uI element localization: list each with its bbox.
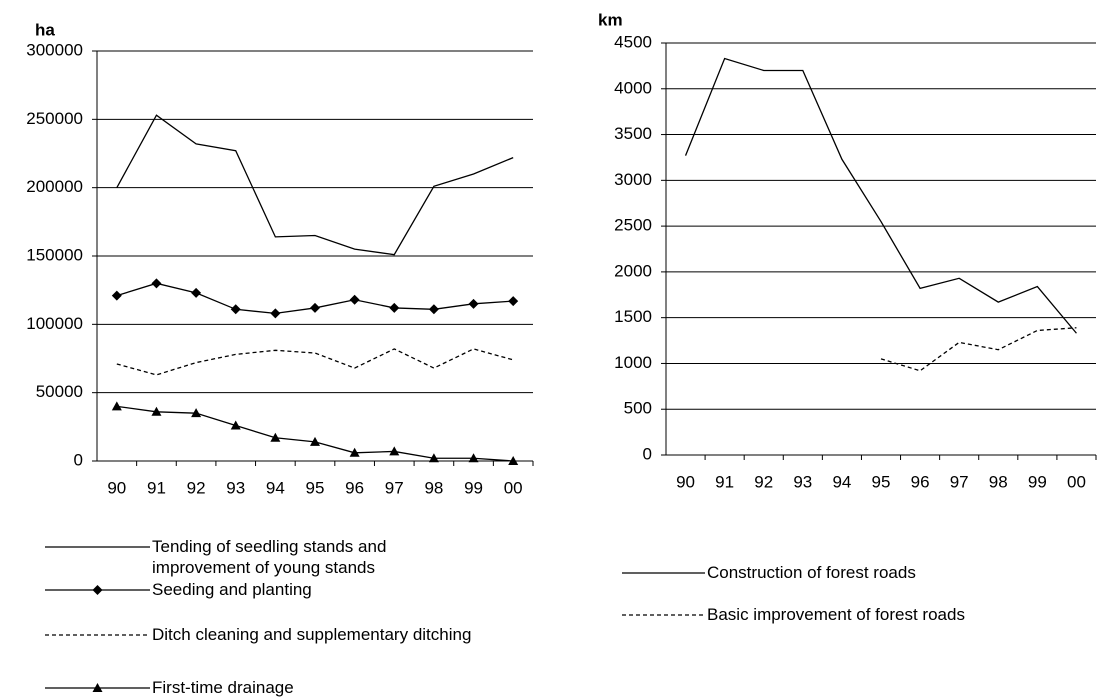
x-tick-label: 00 [504,478,523,497]
x-tick-label: 95 [872,472,891,491]
x-tick-label: 92 [754,472,773,491]
marker [310,436,320,446]
y-tick-label: 200000 [26,177,83,196]
x-tick-label: 94 [832,472,851,491]
y-tick-label: 250000 [26,109,83,128]
marker [92,585,103,595]
y-tick-label: 2500 [614,216,652,235]
y-tick-label: 0 [74,450,83,469]
series-line [880,327,1077,372]
y-tick-label: 300000 [26,40,83,59]
marker [349,294,360,305]
x-tick-label: 92 [187,478,206,497]
x-tick-label: 93 [226,478,245,497]
y-tick-label: 1500 [614,307,652,326]
series-line [116,114,514,256]
y-tick-label: 0 [643,444,652,463]
legend-label-box: Ditch cleaning and supplementary ditchin… [152,625,472,644]
marker [151,278,162,289]
x-tick-label: 96 [345,478,364,497]
x-tick-label: 95 [306,478,325,497]
series-line [684,57,1077,334]
x-tick-label: 00 [1067,472,1086,491]
marker [92,683,103,692]
x-tick-label: 97 [950,472,969,491]
y-axis-unit: km [598,10,623,29]
y-tick-label: 50000 [36,382,83,401]
x-tick-label: 96 [911,472,930,491]
x-tick-label: 90 [676,472,695,491]
legend-label-box: Tending of seedling stands and improveme… [152,537,387,577]
y-tick-label: 100000 [26,314,83,333]
legend-label-box: Seeding and planting [152,580,312,599]
x-tick-label: 99 [464,478,483,497]
x-tick-label: 90 [107,478,126,497]
y-tick-label: 3000 [614,170,652,189]
marker [230,420,241,430]
marker [270,308,281,319]
x-tick-label: 99 [1028,472,1047,491]
y-tick-label: 2000 [614,261,652,280]
x-tick-label: 98 [989,472,1008,491]
x-tick-label: 94 [266,478,285,497]
y-tick-label: 150000 [26,245,83,264]
marker [111,401,122,411]
marker [389,446,400,456]
marker [508,296,519,307]
legend-label: Tending of seedling stands and improveme… [152,537,387,577]
y-tick-label: 4000 [614,78,652,97]
marker [389,302,400,313]
x-tick-label: 97 [385,478,404,497]
marker [191,408,202,418]
x-tick-label: 91 [715,472,734,491]
x-tick-label: 98 [424,478,443,497]
y-tick-label: 4500 [614,32,652,51]
legend-label: Ditch cleaning and supplementary ditchin… [152,625,472,644]
marker [468,453,479,463]
marker [468,298,479,309]
legend-label: First-time drainage [152,678,294,697]
marker [191,287,202,298]
legend-label-box: First-time drainage [152,678,294,697]
marker [508,456,519,465]
marker [270,432,281,442]
marker [428,453,439,463]
marker [230,304,241,315]
marker [349,447,360,457]
legend-label: Seeding and planting [152,580,312,599]
legend-label: Basic improvement of forest roads [707,605,965,624]
series-line [116,405,514,462]
y-tick-label: 500 [624,399,652,418]
series-line [116,348,514,376]
marker [310,302,320,313]
marker [151,406,162,416]
y-tick-label: 1000 [614,353,652,372]
legend-label: Construction of forest roads [707,563,916,582]
legend-label-box: Construction of forest roads [707,563,916,582]
y-axis-unit: ha [35,20,55,39]
marker [428,304,439,315]
x-tick-label: 93 [793,472,812,491]
x-tick-label: 91 [147,478,166,497]
legend-label-box: Basic improvement of forest roads [707,605,965,624]
marker [111,290,122,301]
y-tick-label: 3500 [614,124,652,143]
